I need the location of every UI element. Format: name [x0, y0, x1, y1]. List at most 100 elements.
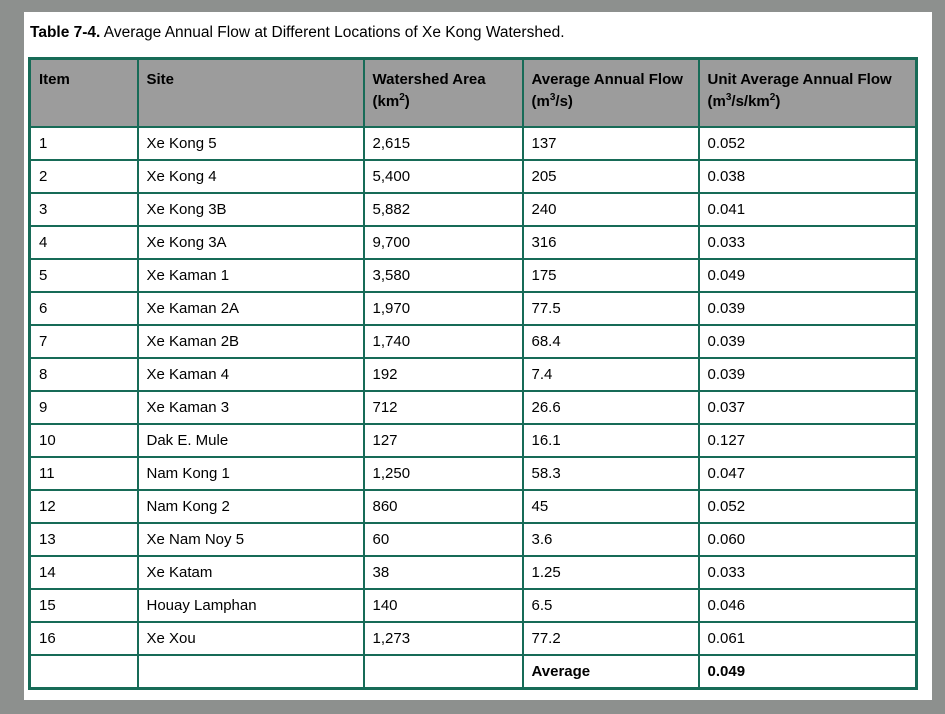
- flow-cell: 205: [521, 159, 700, 194]
- table-footer: Average 0.049: [28, 654, 918, 690]
- table-row: 11 Nam Kong 1 1,250 58.3 0.047: [28, 456, 918, 491]
- item-cell: 8: [28, 357, 139, 392]
- header-unit-label-mid: /s/km: [731, 92, 770, 110]
- flow-cell: 6.5: [521, 588, 700, 623]
- header-flow-label: Average Annual Flow (m: [531, 71, 683, 110]
- flow-cell: 175: [521, 258, 700, 293]
- table-row: 13 Xe Nam Noy 5 60 3.6 0.060: [28, 522, 918, 557]
- item-cell: 5: [28, 258, 139, 293]
- header-unit-sup1: 3: [725, 91, 732, 103]
- unit-flow-cell: 0.061: [697, 621, 918, 656]
- item-cell: 16: [28, 621, 139, 656]
- site-cell: Xe Kong 5: [136, 126, 365, 161]
- flow-cell: 26.6: [521, 390, 700, 425]
- unit-flow-cell: 0.033: [697, 225, 918, 260]
- flow-cell: 77.2: [521, 621, 700, 656]
- item-cell: 13: [28, 522, 139, 557]
- unit-flow-cell: 0.060: [697, 522, 918, 557]
- flow-cell: 45: [521, 489, 700, 524]
- area-cell: 712: [362, 390, 524, 425]
- flow-cell: 77.5: [521, 291, 700, 326]
- item-cell: 2: [28, 159, 139, 194]
- table-row: 9 Xe Kaman 3 712 26.6 0.037: [28, 390, 918, 425]
- area-cell: 5,400: [362, 159, 524, 194]
- header-row: Item Site Watershed Area (km2) Average A…: [28, 57, 918, 128]
- area-cell: 1,740: [362, 324, 524, 359]
- item-cell: 1: [28, 126, 139, 161]
- table-row: 3 Xe Kong 3B 5,882 240 0.041: [28, 192, 918, 227]
- flow-cell: 7.4: [521, 357, 700, 392]
- site-cell: Houay Lamphan: [136, 588, 365, 623]
- area-cell: 1,250: [362, 456, 524, 491]
- item-cell: 15: [28, 588, 139, 623]
- area-cell: 3,580: [362, 258, 524, 293]
- area-cell: 60: [362, 522, 524, 557]
- item-cell: 7: [28, 324, 139, 359]
- item-cell: 11: [28, 456, 139, 491]
- site-cell: Nam Kong 2: [136, 489, 365, 524]
- footer-average-label: Average: [521, 654, 700, 690]
- flow-cell: 68.4: [521, 324, 700, 359]
- item-cell: 10: [28, 423, 139, 458]
- header-unit-flow: Unit Average Annual Flow (m3/s/km2): [697, 57, 918, 128]
- header-area-label-end: ): [404, 92, 410, 110]
- unit-flow-cell: 0.047: [697, 456, 918, 491]
- table-row: 7 Xe Kaman 2B 1,740 68.4 0.039: [28, 324, 918, 359]
- header-unit-label: Unit Average Annual Flow (m: [707, 71, 892, 110]
- site-cell: Xe Kong 3A: [136, 225, 365, 260]
- flow-cell: 240: [521, 192, 700, 227]
- unit-flow-cell: 0.046: [697, 588, 918, 623]
- site-cell: Dak E. Mule: [136, 423, 365, 458]
- item-cell: 4: [28, 225, 139, 260]
- table-caption-text: Average Annual Flow at Different Locatio…: [100, 24, 565, 41]
- footer-row: Average 0.049: [28, 654, 918, 690]
- table-row: 16 Xe Xou 1,273 77.2 0.061: [28, 621, 918, 656]
- item-cell: 6: [28, 291, 139, 326]
- table-row: 6 Xe Kaman 2A 1,970 77.5 0.039: [28, 291, 918, 326]
- footer-area-cell: [362, 654, 524, 690]
- site-cell: Xe Kaman 2A: [136, 291, 365, 326]
- header-unit-label-end: ): [775, 92, 781, 110]
- site-cell: Xe Kaman 3: [136, 390, 365, 425]
- site-cell: Xe Kaman 2B: [136, 324, 365, 359]
- unit-flow-cell: 0.039: [697, 324, 918, 359]
- unit-flow-cell: 0.052: [697, 489, 918, 524]
- site-cell: Xe Kong 3B: [136, 192, 365, 227]
- unit-flow-cell: 0.039: [697, 357, 918, 392]
- table-row: 1 Xe Kong 5 2,615 137 0.052: [28, 126, 918, 161]
- table-row: 2 Xe Kong 4 5,400 205 0.038: [28, 159, 918, 194]
- area-cell: 140: [362, 588, 524, 623]
- item-cell: 9: [28, 390, 139, 425]
- flow-cell: 58.3: [521, 456, 700, 491]
- header-item-label: Item: [39, 71, 70, 88]
- area-cell: 1,970: [362, 291, 524, 326]
- header-watershed-area: Watershed Area (km2): [362, 57, 524, 128]
- area-cell: 127: [362, 423, 524, 458]
- header-area-label: Watershed Area (km: [372, 71, 486, 110]
- flow-table: Item Site Watershed Area (km2) Average A…: [28, 57, 918, 690]
- area-cell: 1,273: [362, 621, 524, 656]
- site-cell: Nam Kong 1: [136, 456, 365, 491]
- site-cell: Xe Kaman 4: [136, 357, 365, 392]
- area-cell: 5,882: [362, 192, 524, 227]
- flow-cell: 316: [521, 225, 700, 260]
- unit-flow-cell: 0.038: [697, 159, 918, 194]
- table-row: 12 Nam Kong 2 860 45 0.052: [28, 489, 918, 524]
- item-cell: 14: [28, 555, 139, 590]
- area-cell: 38: [362, 555, 524, 590]
- site-cell: Xe Kong 4: [136, 159, 365, 194]
- site-cell: Xe Katam: [136, 555, 365, 590]
- site-cell: Xe Nam Noy 5: [136, 522, 365, 557]
- item-cell: 12: [28, 489, 139, 524]
- flow-cell: 3.6: [521, 522, 700, 557]
- area-cell: 192: [362, 357, 524, 392]
- table-row: 14 Xe Katam 38 1.25 0.033: [28, 555, 918, 590]
- flow-cell: 16.1: [521, 423, 700, 458]
- table-header: Item Site Watershed Area (km2) Average A…: [28, 57, 918, 128]
- unit-flow-cell: 0.039: [697, 291, 918, 326]
- header-flow-sup: 3: [549, 91, 556, 103]
- table-caption: Table 7-4. Average Annual Flow at Differ…: [30, 24, 565, 42]
- item-cell: 3: [28, 192, 139, 227]
- flow-cell: 137: [521, 126, 700, 161]
- header-average-flow: Average Annual Flow (m3/s): [521, 57, 700, 128]
